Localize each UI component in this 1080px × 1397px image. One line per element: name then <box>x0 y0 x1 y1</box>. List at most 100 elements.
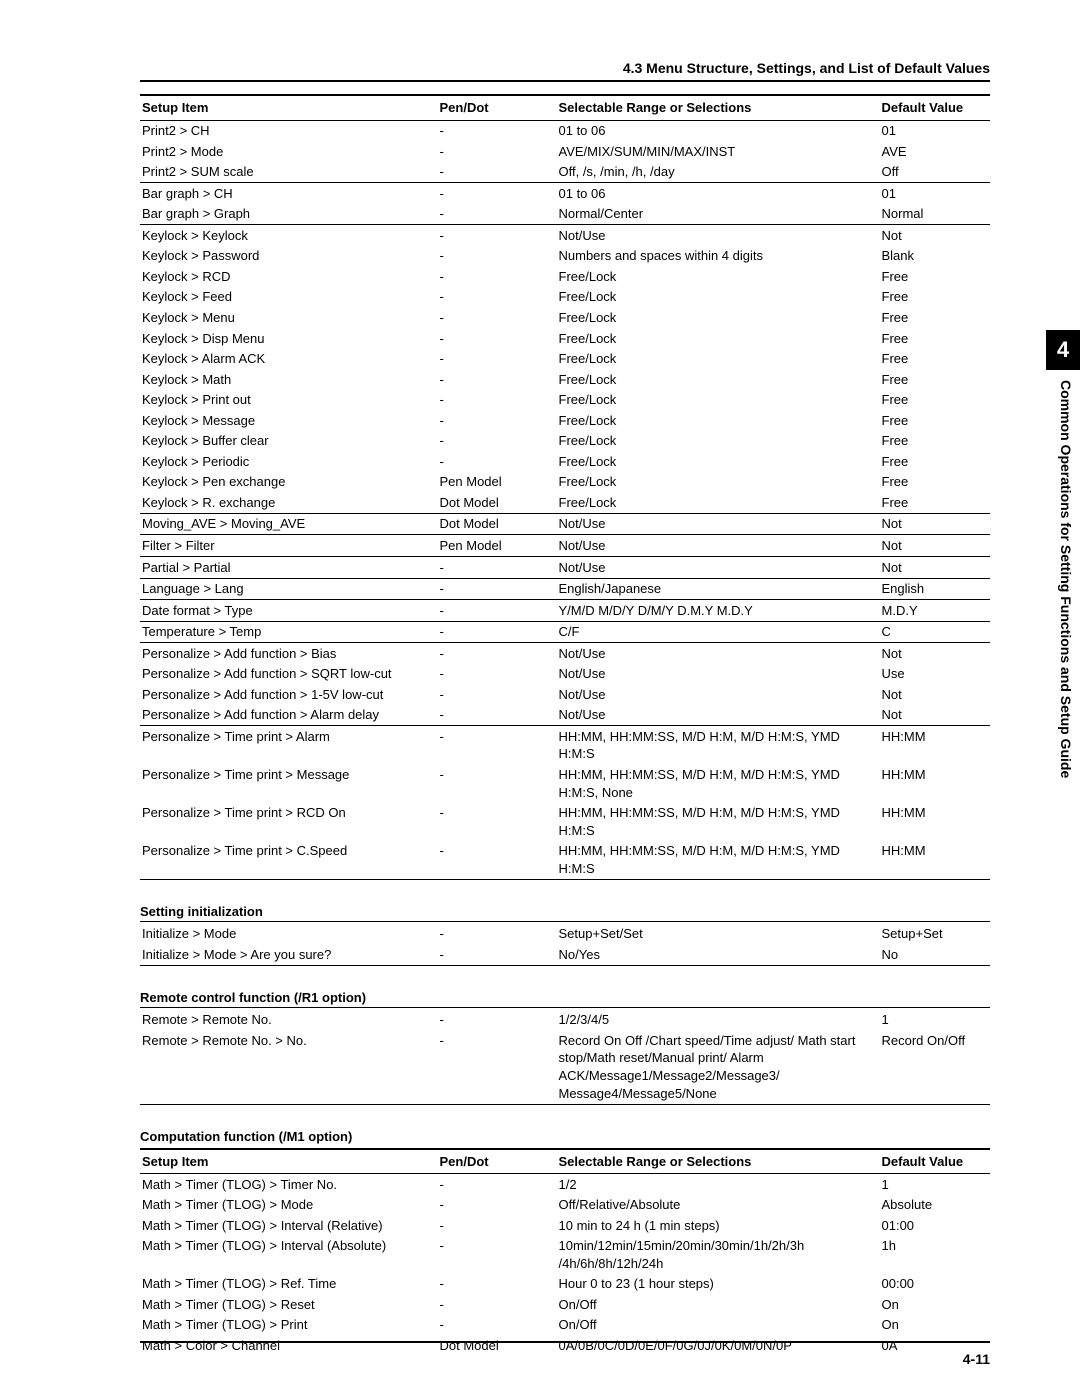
range-cell: Free/Lock <box>557 369 880 390</box>
range-cell: Not/Use <box>557 684 880 705</box>
table-row: Date format > Type-Y/M/D M/D/Y D/M/Y D.M… <box>140 600 990 622</box>
page-number: 4-11 <box>963 1351 990 1367</box>
range-cell: Free/Lock <box>557 328 880 349</box>
range-cell: Record On Off /Chart speed/Time adjust/ … <box>557 1030 880 1104</box>
table-row: Initialize > Mode > Are you sure?-No/Yes… <box>140 944 990 965</box>
pendot-cell: - <box>438 431 557 452</box>
col-header-range: Selectable Range or Selections <box>557 95 880 120</box>
setup-item: Temperature > Temp <box>140 621 438 643</box>
table-row: Keylock > Password-Numbers and spaces wi… <box>140 246 990 267</box>
pendot-cell: Dot Model <box>438 492 557 513</box>
setup-item: Math > Timer (TLOG) > Interval (Relative… <box>140 1215 438 1236</box>
table-row: Math > Timer (TLOG) > Ref. Time-Hour 0 t… <box>140 1274 990 1295</box>
table-row: Personalize > Time print > Alarm-HH:MM, … <box>140 726 990 765</box>
pendot-cell: - <box>438 307 557 328</box>
pendot-cell: - <box>438 1315 557 1336</box>
default-cell: Use <box>880 664 991 685</box>
table-row: Keylock > R. exchangeDot ModelFree/LockF… <box>140 492 990 513</box>
setup-item: Math > Timer (TLOG) > Ref. Time <box>140 1274 438 1295</box>
table-row: Keylock > Periodic-Free/LockFree <box>140 451 990 472</box>
setup-item: Personalize > Time print > Alarm <box>140 726 438 765</box>
pendot-cell: - <box>438 369 557 390</box>
computation-heading: Computation function (/M1 option) <box>140 1129 990 1146</box>
range-cell: Not/Use <box>557 557 880 579</box>
pendot-cell: - <box>438 557 557 579</box>
range-cell: No/Yes <box>557 944 880 965</box>
col-header-pendot: Pen/Dot <box>438 1149 557 1174</box>
comp-header-row: Setup Item Pen/Dot Selectable Range or S… <box>140 1149 990 1174</box>
table-row: Keylock > Feed-Free/LockFree <box>140 287 990 308</box>
range-cell: AVE/MIX/SUM/MIN/MAX/INST <box>557 141 880 162</box>
table-row: Partial > Partial-Not/UseNot <box>140 557 990 579</box>
setting-init-heading: Setting initialization <box>140 904 990 922</box>
range-cell: Setup+Set/Set <box>557 924 880 945</box>
range-cell: Hour 0 to 23 (1 hour steps) <box>557 1274 880 1295</box>
pendot-cell: Dot Model <box>438 1336 557 1357</box>
setup-item: Keylock > Message <box>140 410 438 431</box>
setup-item: Filter > Filter <box>140 535 438 557</box>
setup-item: Keylock > Pen exchange <box>140 472 438 493</box>
table-row: Keylock > Math-Free/LockFree <box>140 369 990 390</box>
range-cell: Free/Lock <box>557 287 880 308</box>
setup-item: Language > Lang <box>140 578 438 600</box>
default-cell: English <box>880 578 991 600</box>
table-row: Math > Timer (TLOG) > Interval (Relative… <box>140 1215 990 1236</box>
setup-item: Keylock > Buffer clear <box>140 431 438 452</box>
page: 4.3 Menu Structure, Settings, and List o… <box>0 0 1080 1396</box>
default-cell: 1 <box>880 1174 991 1195</box>
pendot-cell: - <box>438 1030 557 1104</box>
setup-item: Partial > Partial <box>140 557 438 579</box>
pendot-cell: - <box>438 578 557 600</box>
pendot-cell: - <box>438 621 557 643</box>
table-row: Print2 > Mode-AVE/MIX/SUM/MIN/MAX/INSTAV… <box>140 141 990 162</box>
pendot-cell: Pen Model <box>438 472 557 493</box>
default-cell: Free <box>880 472 991 493</box>
table-row: Keylock > Keylock-Not/UseNot <box>140 225 990 246</box>
pendot-cell: - <box>438 120 557 141</box>
setup-item: Initialize > Mode > Are you sure? <box>140 944 438 965</box>
table-row: Language > Lang-English/JapaneseEnglish <box>140 578 990 600</box>
setup-item: Bar graph > Graph <box>140 204 438 225</box>
table-row: Personalize > Time print > C.Speed-HH:MM… <box>140 841 990 880</box>
range-cell: Normal/Center <box>557 204 880 225</box>
pendot-cell: - <box>438 924 557 945</box>
table-row: Keylock > Print out-Free/LockFree <box>140 390 990 411</box>
range-cell: HH:MM, HH:MM:SS, M/D H:M, M/D H:M:S, YMD… <box>557 765 880 803</box>
pendot-cell: - <box>438 765 557 803</box>
range-cell: Off, /s, /min, /h, /day <box>557 162 880 183</box>
default-cell: Off <box>880 162 991 183</box>
setup-item: Math > Timer (TLOG) > Print <box>140 1315 438 1336</box>
pendot-cell: - <box>438 204 557 225</box>
setup-item: Personalize > Time print > Message <box>140 765 438 803</box>
table-row: Keylock > Message-Free/LockFree <box>140 410 990 431</box>
default-cell: 1 <box>880 1010 991 1031</box>
default-cell: Not <box>880 684 991 705</box>
table-row: Personalize > Add function > SQRT low-cu… <box>140 664 990 685</box>
pendot-cell: - <box>438 451 557 472</box>
default-cell: Free <box>880 431 991 452</box>
range-cell: Not/Use <box>557 705 880 726</box>
pendot-cell: - <box>438 705 557 726</box>
pendot-cell: - <box>438 183 557 204</box>
range-cell: Free/Lock <box>557 307 880 328</box>
setup-item: Print2 > CH <box>140 120 438 141</box>
pendot-cell: - <box>438 225 557 246</box>
setup-item: Personalize > Add function > Alarm delay <box>140 705 438 726</box>
setup-item: Keylock > Disp Menu <box>140 328 438 349</box>
setup-item: Personalize > Add function > SQRT low-cu… <box>140 664 438 685</box>
range-cell: 0A/0B/0C/0D/0E/0F/0G/0J/0K/0M/0N/0P <box>557 1336 880 1357</box>
pendot-cell: - <box>438 726 557 765</box>
default-cell: Absolute <box>880 1195 991 1216</box>
setup-item: Print2 > SUM scale <box>140 162 438 183</box>
pendot-cell: - <box>438 684 557 705</box>
setup-item: Keylock > Alarm ACK <box>140 349 438 370</box>
range-cell: Free/Lock <box>557 431 880 452</box>
range-cell: Not/Use <box>557 535 880 557</box>
pendot-cell: - <box>438 141 557 162</box>
range-cell: Free/Lock <box>557 266 880 287</box>
default-cell: Not <box>880 705 991 726</box>
range-cell: HH:MM, HH:MM:SS, M/D H:M, M/D H:M:S, YMD… <box>557 726 880 765</box>
default-cell: Blank <box>880 246 991 267</box>
range-cell: Y/M/D M/D/Y D/M/Y D.M.Y M.D.Y <box>557 600 880 622</box>
default-cell: No <box>880 944 991 965</box>
